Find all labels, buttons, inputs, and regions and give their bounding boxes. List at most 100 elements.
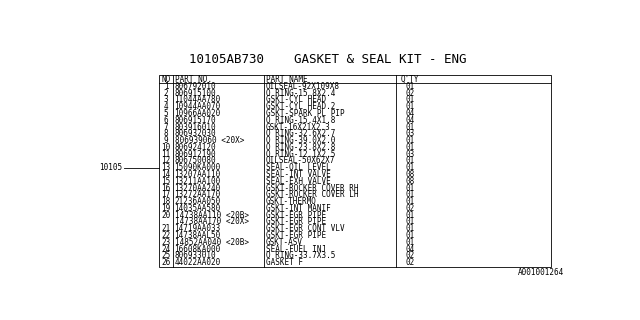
Text: 21: 21	[161, 224, 171, 233]
Text: O RING-23.8X2.8: O RING-23.8X2.8	[266, 143, 335, 152]
Text: NO: NO	[161, 75, 171, 84]
Text: GSKT-THERMO: GSKT-THERMO	[266, 197, 317, 206]
Text: 806932030: 806932030	[175, 129, 216, 138]
Text: 806750080: 806750080	[175, 156, 216, 165]
Text: 13211AA100: 13211AA100	[175, 177, 221, 186]
Text: PART NAME: PART NAME	[266, 75, 308, 84]
Text: 23: 23	[161, 238, 171, 247]
Text: GSKT-SPARK PL PIP: GSKT-SPARK PL PIP	[266, 109, 344, 118]
Text: 02: 02	[406, 251, 415, 260]
Text: 15090KA000: 15090KA000	[175, 163, 221, 172]
Text: 01: 01	[406, 156, 415, 165]
Text: 16: 16	[161, 184, 171, 193]
Text: 01: 01	[406, 238, 415, 247]
Text: GASKET F: GASKET F	[266, 258, 303, 267]
Text: 08: 08	[406, 177, 415, 186]
Text: SEAL-INT VALVE: SEAL-INT VALVE	[266, 170, 331, 179]
Text: SEAL-FUEL INJ: SEAL-FUEL INJ	[266, 244, 326, 253]
Text: A001001264: A001001264	[518, 268, 564, 277]
Text: 01: 01	[406, 224, 415, 233]
Text: 18: 18	[161, 197, 171, 206]
Text: O RING-39.0X2.0: O RING-39.0X2.0	[266, 136, 335, 145]
Text: 4: 4	[164, 102, 168, 111]
Text: 24: 24	[161, 244, 171, 253]
Bar	[159, 75, 551, 267]
Text: 11044AA780: 11044AA780	[175, 95, 221, 105]
Text: 04: 04	[406, 244, 415, 253]
Text: 14: 14	[161, 170, 171, 179]
Text: 10105AB730    GASKET & SEAL KIT - ENG: 10105AB730 GASKET & SEAL KIT - ENG	[189, 53, 467, 67]
Text: 01: 01	[406, 82, 415, 91]
Text: 9: 9	[164, 136, 168, 145]
Text: 6: 6	[164, 116, 168, 125]
Text: GSKT-CYL HEAD.2: GSKT-CYL HEAD.2	[266, 102, 335, 111]
Text: 5: 5	[164, 109, 168, 118]
Text: 2: 2	[164, 89, 168, 98]
Text: 806792010: 806792010	[175, 82, 216, 91]
Text: O RING-32.6X2.7: O RING-32.6X2.7	[266, 129, 335, 138]
Text: 1: 1	[164, 82, 168, 91]
Text: 01: 01	[406, 197, 415, 206]
Text: 02: 02	[406, 258, 415, 267]
Text: GSKT-EGR PIPE: GSKT-EGR PIPE	[266, 231, 326, 240]
Text: 08: 08	[406, 170, 415, 179]
Text: 04: 04	[406, 116, 415, 125]
Text: O RING-12.1X2.5: O RING-12.1X2.5	[266, 150, 335, 159]
Text: GSKT-EGR PIPE: GSKT-EGR PIPE	[266, 218, 326, 227]
Text: 02: 02	[406, 89, 415, 98]
Text: 01: 01	[406, 102, 415, 111]
Text: GSKT-ROCKER COVER RH: GSKT-ROCKER COVER RH	[266, 184, 358, 193]
Text: 14738AAL50: 14738AAL50	[175, 231, 221, 240]
Text: SEAL-OIL LEVEL: SEAL-OIL LEVEL	[266, 163, 331, 172]
Text: 14852AA040 <20B>: 14852AA040 <20B>	[175, 238, 248, 247]
Text: 02: 02	[406, 204, 415, 213]
Text: 22: 22	[161, 231, 171, 240]
Text: 10105: 10105	[99, 163, 123, 172]
Text: 01: 01	[406, 231, 415, 240]
Text: 01: 01	[406, 143, 415, 152]
Text: 3: 3	[164, 95, 168, 105]
Text: 806912190: 806912190	[175, 150, 216, 159]
Text: OILSEAL-92X109X8: OILSEAL-92X109X8	[266, 82, 340, 91]
Text: 10: 10	[161, 143, 171, 152]
Text: GSKT-INT MANIF: GSKT-INT MANIF	[266, 204, 331, 213]
Text: 806924120: 806924120	[175, 143, 216, 152]
Text: O RING-15.8X2.4: O RING-15.8X2.4	[266, 89, 335, 98]
Text: 04: 04	[406, 109, 415, 118]
Text: 26: 26	[161, 258, 171, 267]
Text: 01: 01	[406, 136, 415, 145]
Text: 11: 11	[161, 150, 171, 159]
Text: 10966AA020: 10966AA020	[175, 109, 221, 118]
Text: Q'TY: Q'TY	[401, 75, 419, 84]
Text: 44022AA020: 44022AA020	[175, 258, 221, 267]
Text: GSKT-16X21X2.3: GSKT-16X21X2.3	[266, 123, 331, 132]
Text: 01: 01	[406, 163, 415, 172]
Text: 16608KA000: 16608KA000	[175, 244, 221, 253]
Text: 14035AA580: 14035AA580	[175, 204, 221, 213]
Text: 20: 20	[161, 211, 171, 220]
Text: 25: 25	[161, 251, 171, 260]
Text: 10944AA070: 10944AA070	[175, 102, 221, 111]
Text: 806933010: 806933010	[175, 251, 216, 260]
Text: O RING-33.7X3.5: O RING-33.7X3.5	[266, 251, 335, 260]
Text: 14738AA110 <20B>: 14738AA110 <20B>	[175, 211, 248, 220]
Text: 8: 8	[164, 129, 168, 138]
Text: 01: 01	[406, 190, 415, 199]
Text: 01: 01	[406, 184, 415, 193]
Text: PART NO.: PART NO.	[175, 75, 212, 84]
Text: 12: 12	[161, 156, 171, 165]
Text: GSKT-ASV: GSKT-ASV	[266, 238, 303, 247]
Text: 01: 01	[406, 95, 415, 105]
Text: 13270AA240: 13270AA240	[175, 184, 221, 193]
Text: 806915170: 806915170	[175, 116, 216, 125]
Text: 17: 17	[161, 190, 171, 199]
Text: 01: 01	[406, 218, 415, 227]
Text: 803916010: 803916010	[175, 123, 216, 132]
Text: O RING-15.4X1.8: O RING-15.4X1.8	[266, 116, 335, 125]
Text: 03: 03	[406, 129, 415, 138]
Text: 01: 01	[406, 123, 415, 132]
Text: 7: 7	[164, 123, 168, 132]
Text: 806915100: 806915100	[175, 89, 216, 98]
Text: 15: 15	[161, 177, 171, 186]
Text: 13272AA170: 13272AA170	[175, 190, 221, 199]
